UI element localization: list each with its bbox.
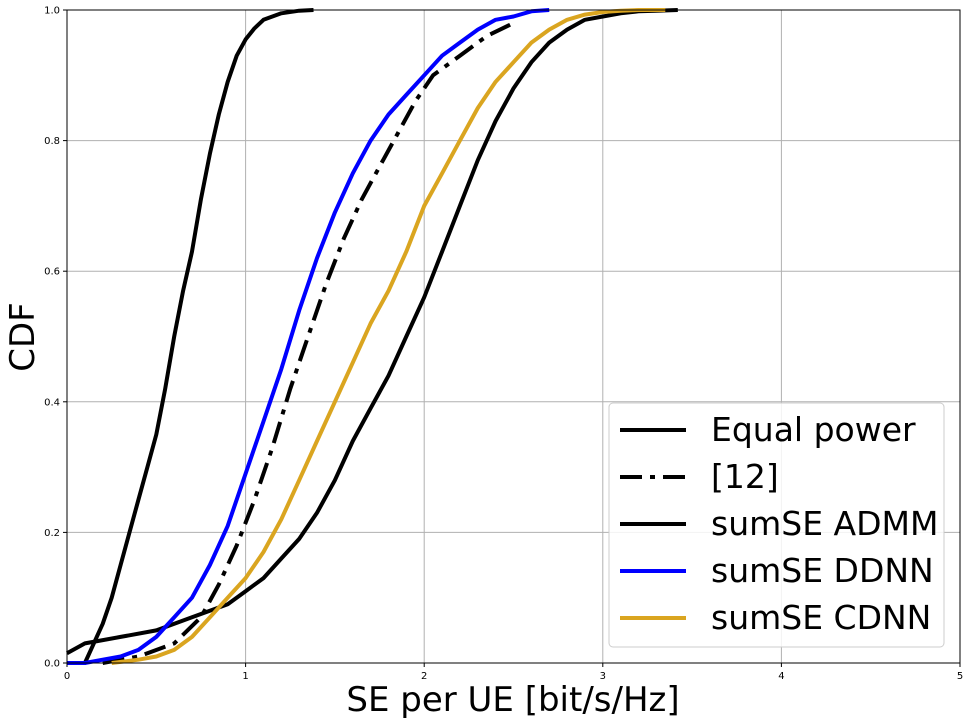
y-tick-label: 0.4 [44, 397, 60, 408]
grid [66, 9, 961, 664]
x-axis-label: SE per UE [bit/s/Hz] [346, 680, 679, 720]
series-line-0 [67, 8, 314, 665]
plot-frame [66, 9, 961, 664]
series-layer [66, 8, 678, 665]
x-tick-label: 3 [600, 671, 606, 682]
series-line-3 [67, 8, 550, 665]
y-tick-label: 0.0 [44, 659, 60, 670]
x-tick-label: 0 [64, 671, 70, 682]
y-tick-label: 1.0 [44, 6, 60, 17]
y-axis-ticks: 0.0 0.2 0.4 0.6 0.8 1.0 [44, 6, 67, 670]
series-line-2 [66, 8, 678, 655]
legend-label-0: Equal power [711, 410, 916, 449]
series-line-4 [111, 8, 666, 665]
legend-label-3: sumSE DDNN [711, 551, 934, 590]
x-tick-label: 4 [778, 671, 784, 682]
x-tick-label: 5 [957, 671, 963, 682]
y-tick-label: 0.6 [44, 267, 60, 278]
legend-label-4: sumSE CDNN [711, 598, 931, 637]
y-axis-label: CDF [3, 302, 43, 371]
legend-label-1: [12] [711, 457, 779, 496]
legend-label-2: sumSE ADMM [711, 504, 938, 543]
x-axis-ticks: 0 1 2 3 4 5 [64, 663, 963, 682]
y-tick-label: 0.2 [44, 528, 60, 539]
legend-box [608, 402, 945, 648]
legend: Equal power [12] sumSE ADMM sumSE DDNN sumSE… [608, 402, 945, 648]
y-tick-label: 0.8 [44, 136, 60, 147]
x-tick-label: 1 [242, 671, 248, 682]
x-tick-label: 2 [421, 671, 427, 682]
